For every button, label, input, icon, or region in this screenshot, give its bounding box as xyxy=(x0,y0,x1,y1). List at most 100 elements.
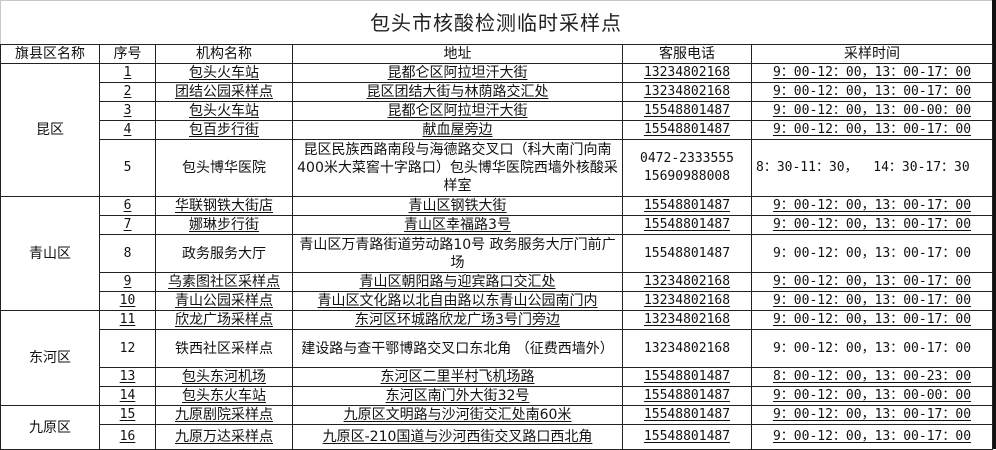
phone-cell: 13234802168 xyxy=(622,272,752,292)
time-cell: 9：00-12：00，13：00-00：00 xyxy=(751,386,993,406)
institution-cell: 欣龙广场采样点 xyxy=(155,310,293,330)
table-row: 5 包头博华医院 昆区民族西路南段与海德路交叉口（科大南门向南400米大菜窖十字路口… xyxy=(1,139,993,197)
institution-cell: 包头火车站 xyxy=(155,101,293,121)
header-time: 采样时间 xyxy=(751,44,993,64)
number-cell: 13 xyxy=(99,367,156,387)
table-row: 东河区 11 欣龙广场采样点 东河区环城路欣龙广场3号门旁边 13234802168 9：… xyxy=(0,310,993,406)
phone-cell: 13234802168 xyxy=(622,291,752,311)
address-cell: 昆区团结大街与林荫路交汇处 xyxy=(292,82,623,102)
table-row: 16 九原万达采样点 九原区-210国道与沙河西街交叉路口西北角 1554880148… xyxy=(1,424,993,450)
header-institution: 机构名称 xyxy=(155,44,293,64)
address-cell: 东河区二里半村飞机场路 xyxy=(292,367,623,387)
time-cell: 9：00-12：00，13：00-00：00 xyxy=(751,101,993,121)
time-cell: 9：00-12：00，13：00-17：00 xyxy=(751,424,993,450)
table-row: 12 铁西社区采样点 建设路与查干鄂博路交叉口东北角 （征费西墙外） 13234802… xyxy=(1,329,993,368)
district-cell: 九原区 xyxy=(0,405,100,450)
time-cell: 9：00-12：00，13：00-17：00 xyxy=(751,82,993,102)
institution-cell: 青山公园采样点 xyxy=(155,291,293,311)
phone-cell: 15548801487 xyxy=(622,215,752,235)
table-row: 9 乌素图社区采样点 青山区朝阳路与迎宾路口交汇处 13234802168 9：00-1… xyxy=(1,272,993,292)
header-number: 序号 xyxy=(99,44,156,64)
address-cell: 青山区朝阳路与迎宾路口交汇处 xyxy=(292,272,623,292)
time-cell: 9：00-12：00，13：00-17：00 xyxy=(751,196,993,216)
district-cell: 东河区 xyxy=(0,310,100,406)
address-cell: 昆都仑区阿拉坦汗大街 xyxy=(292,101,623,121)
number-cell: 10 xyxy=(99,291,156,311)
address-cell: 九原区文明路与沙河街交汇处南60米 xyxy=(292,405,623,425)
number-cell: 1 xyxy=(99,63,156,83)
institution-cell: 包头东河机场 xyxy=(155,367,293,387)
address-cell: 青山区万青路街道劳动路10号 政务服务大厅门前广场 xyxy=(292,234,623,273)
right-border xyxy=(992,0,996,449)
header-address: 地址 xyxy=(292,44,623,64)
number-cell: 14 xyxy=(99,386,156,406)
address-cell: 九原区-210国道与沙河西街交叉路口西北角 xyxy=(292,424,623,450)
time-cell: 9：00-12：00，13：00-17：00 xyxy=(751,215,993,235)
number-cell: 16 xyxy=(99,424,156,450)
header-district: 旗县区名称 xyxy=(0,44,100,64)
address-cell: 献血屋旁边 xyxy=(292,120,623,140)
phone-cell: 15548801487 xyxy=(622,234,752,273)
phone-cell: 15548801487 xyxy=(622,101,752,121)
number-cell: 15 xyxy=(99,405,156,425)
institution-cell: 铁西社区采样点 xyxy=(155,329,293,368)
institution-cell: 包头东火车站 xyxy=(155,386,293,406)
number-cell: 11 xyxy=(99,310,156,330)
header-row: 旗县区名称 序号 机构名称 地址 客服电话 采样时间 xyxy=(0,44,993,64)
address-cell: 青山区文化路以北自由路以东青山公园南门内 xyxy=(292,291,623,311)
address-cell: 建设路与查干鄂博路交叉口东北角 （征费西墙外） xyxy=(292,329,623,368)
time-cell: 9：00-12：00，13：00-17：00 xyxy=(751,272,993,292)
institution-cell: 包头博华医院 xyxy=(155,139,293,197)
number-cell: 5 xyxy=(99,139,156,197)
address-cell: 昆都仑区阿拉坦汗大街 xyxy=(292,63,623,83)
institution-cell: 华联钢铁大街店 xyxy=(155,196,293,216)
table-row: 10 青山公园采样点 青山区文化路以北自由路以东青山公园南门内 13234802168… xyxy=(1,291,993,311)
phone-cell: 15548801487 xyxy=(622,424,752,450)
header-phone: 客服电话 xyxy=(622,44,752,64)
number-cell: 9 xyxy=(99,272,156,292)
time-cell: 8：00-12：00，13：00-23：00 xyxy=(751,367,993,387)
table-row: 青山区 6 华联钢铁大街店 青山区钢铁大街 15548801487 9：00-12：00，… xyxy=(0,196,993,311)
institution-cell: 娜琳步行街 xyxy=(155,215,293,235)
time-cell: 9：00-12：00，13：00-17：00 xyxy=(751,234,993,273)
address-cell: 东河区环城路欣龙广场3号门旁边 xyxy=(292,310,623,330)
phone-cell: 13234802168 xyxy=(622,63,752,83)
table-row: 13 包头东河机场 东河区二里半村飞机场路 15548801487 8：00-12：00… xyxy=(1,367,993,387)
table-row: 九原区 15 九原剧院采样点 九原区文明路与沙河街交汇处南60米 15548801487… xyxy=(0,405,993,450)
time-cell: 9：00-12：00，13：00-17：00 xyxy=(751,329,993,368)
address-cell: 青山区幸福路3号 xyxy=(292,215,623,235)
number-cell: 3 xyxy=(99,101,156,121)
table-row: 3 包头火车站 昆都仑区阿拉坦汗大街 15548801487 9：00-12：00，13… xyxy=(1,101,993,121)
district-cell: 昆区 xyxy=(0,63,100,197)
time-cell: 9：00-12：00，13：00-17：00 xyxy=(751,120,993,140)
phone-cell: 15548801487 xyxy=(622,405,752,425)
address-cell: 青山区钢铁大街 xyxy=(292,196,623,216)
table-row: 4 包百步行街 献血屋旁边 15548801487 9：00-12：00，13：00-1… xyxy=(1,120,993,140)
phone-cell: 15548801487 xyxy=(622,196,752,216)
address-cell: 东河区南门外大街32号 xyxy=(292,386,623,406)
time-cell: 8：30-11：30， 14：30-17：30 xyxy=(751,139,993,197)
phone-cell: 13234802168 xyxy=(622,310,752,330)
table-row: 2 团结公园采样点 昆区团结大街与林荫路交汇处 13234802168 9：00-12：… xyxy=(1,82,993,102)
phone-cell: 15548801487 xyxy=(622,120,752,140)
phone-cell: 15548801487 xyxy=(622,367,752,387)
table-row: 8 政务服务大厅 青山区万青路街道劳动路10号 政务服务大厅门前广场 15548801… xyxy=(1,234,993,273)
institution-cell: 乌素图社区采样点 xyxy=(155,272,293,292)
sampling-sites-table: 旗县区名称 序号 机构名称 地址 客服电话 采样时间 昆区 1 包头火车站 昆都仑区阿… xyxy=(0,44,993,450)
institution-cell: 九原剧院采样点 xyxy=(155,405,293,425)
number-cell: 12 xyxy=(99,329,156,368)
institution-cell: 包百步行街 xyxy=(155,120,293,140)
number-cell: 2 xyxy=(99,82,156,102)
time-cell: 9：00-12：00，13：00-17：00 xyxy=(751,63,993,83)
phone-cell: 15548801487 xyxy=(622,386,752,406)
table-row: 7 娜琳步行街 青山区幸福路3号 15548801487 9：00-12：00，13：0… xyxy=(1,215,993,235)
institution-cell: 包头火车站 xyxy=(155,63,293,83)
number-cell: 6 xyxy=(99,196,156,216)
institution-cell: 团结公园采样点 xyxy=(155,82,293,102)
institution-cell: 九原万达采样点 xyxy=(155,424,293,450)
time-cell: 9：00-12：00，13：00-17：00 xyxy=(751,291,993,311)
time-cell: 9：00-12：00，13：00-17：00 xyxy=(751,405,993,425)
phone-cell: 13234802168 xyxy=(622,329,752,368)
phone-cell: 0472-2333555 15690988008 xyxy=(622,139,752,197)
time-cell: 9：00-12：00，13：00-17：00 xyxy=(751,310,993,330)
